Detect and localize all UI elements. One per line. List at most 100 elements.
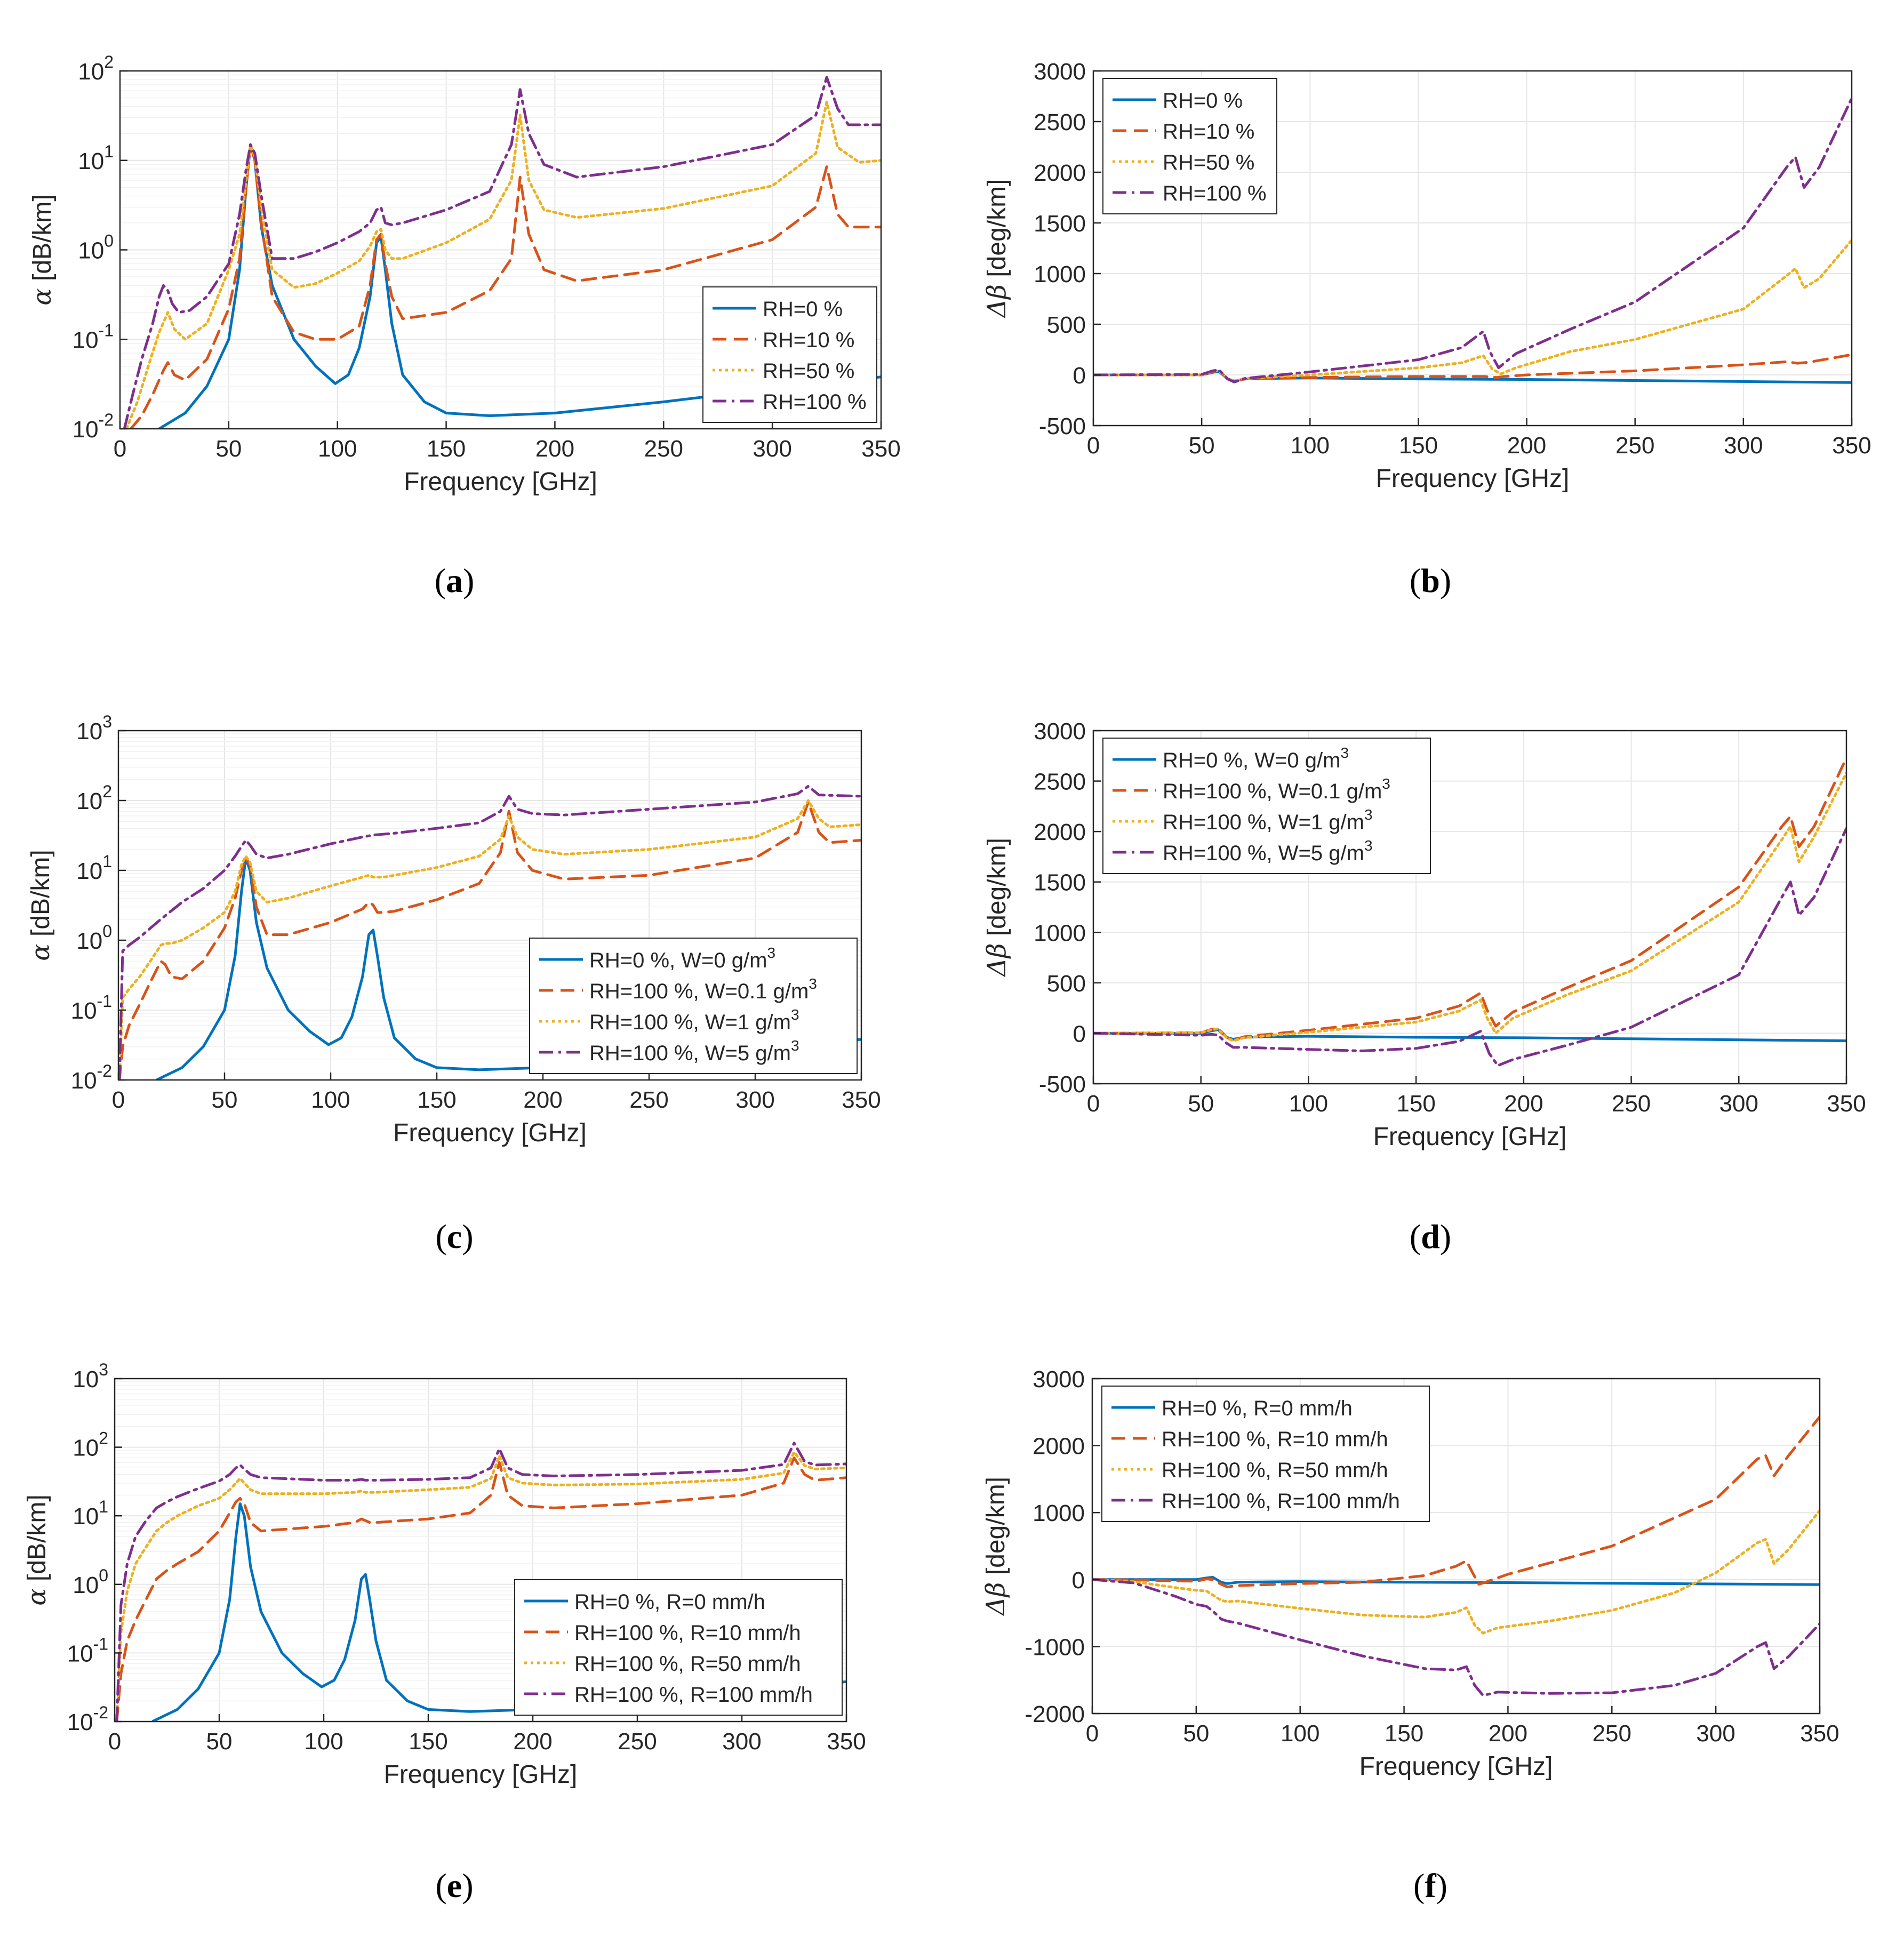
x-tick-label: 150 xyxy=(1399,433,1438,459)
legend-label-text: RH=100 %, R=10 mm/h xyxy=(574,1621,801,1645)
panel-caption: (c) xyxy=(435,1218,473,1255)
series-line-4 xyxy=(1092,1578,1820,1697)
legend-label-2: RH=100 %, W=0.1 g/m3 xyxy=(589,975,817,1003)
legend-label-2: RH=100 %, W=0.1 g/m3 xyxy=(1163,775,1390,803)
y-axis-unit: [dB/km] xyxy=(28,194,57,288)
ticks xyxy=(117,730,862,1081)
legend-label-4: RH=100 %, R=100 mm/h xyxy=(574,1683,813,1707)
legend-label-text: RH=100 %, R=100 mm/h xyxy=(1162,1490,1400,1513)
legend-label-3: RH=100 %, W=1 g/m3 xyxy=(589,1006,799,1034)
x-tick-label: 300 xyxy=(753,436,791,462)
x-tick-label: 350 xyxy=(1800,1720,1839,1747)
y-tick-label: 1500 xyxy=(1034,211,1086,237)
y-tick-label: -1000 xyxy=(1025,1634,1085,1660)
y-tick-mantissa: 10 xyxy=(73,1366,99,1392)
x-axis-label: Frequency [GHz] xyxy=(1376,465,1570,493)
y-tick-label: 500 xyxy=(1047,312,1086,338)
legend-label-text: RH=0 %, W=0 g/m xyxy=(1163,749,1340,772)
y-tick-exponent: 2 xyxy=(99,1429,108,1448)
x-tick-label: 200 xyxy=(1507,433,1546,459)
x-tick-label: 350 xyxy=(827,1728,866,1755)
x-tick-label: 100 xyxy=(1291,433,1330,459)
legend-label-superscript: 3 xyxy=(791,1037,799,1054)
y-tick-label: 102 xyxy=(78,52,114,85)
y-tick-label: 10-1 xyxy=(71,991,112,1024)
y-tick-label: 2000 xyxy=(1034,160,1086,186)
y-tick-exponent: -2 xyxy=(93,1703,108,1722)
legend-label-1: RH=0 % xyxy=(763,298,843,321)
legend: RH=0 % RH=10 % RH=50 % RH=100 % xyxy=(1102,78,1277,214)
legend-label-superscript: 3 xyxy=(791,1006,799,1023)
y-axis-label: α [dB/km] xyxy=(26,850,55,961)
y-tick-exponent: 0 xyxy=(102,922,112,941)
y-tick-label: 2000 xyxy=(1034,819,1086,845)
y-axis-label: Δβ [deg/km] xyxy=(982,838,1012,978)
y-tick-label: 3000 xyxy=(1034,718,1086,745)
y-tick-mantissa: 10 xyxy=(67,1709,93,1735)
x-tick-label: 250 xyxy=(1615,433,1654,459)
x-tick-label: 350 xyxy=(861,436,900,462)
y-tick-label: 3000 xyxy=(1033,1366,1085,1392)
y-tick-label: 2500 xyxy=(1034,769,1086,795)
y-tick-mantissa: 10 xyxy=(78,238,104,264)
x-tick-label: 150 xyxy=(1385,1720,1423,1747)
ticks xyxy=(1091,1378,1821,1715)
axes-box xyxy=(1092,730,1847,1085)
series-group xyxy=(118,785,861,1080)
y-tick-label: 101 xyxy=(76,852,112,884)
series-line-4 xyxy=(115,1442,846,1722)
x-tick-label: 200 xyxy=(1489,1720,1527,1747)
legend-label-3: RH=100 %, W=1 g/m3 xyxy=(1163,806,1373,834)
series-line-2 xyxy=(129,143,881,429)
series-line-2 xyxy=(1093,353,1852,382)
panel-caption: (d) xyxy=(1410,1218,1451,1255)
panel-caption-letter: e xyxy=(447,1867,462,1904)
panel-caption-letter: d xyxy=(1421,1218,1440,1255)
legend-label-3: RH=50 % xyxy=(1163,151,1254,174)
y-tick-label: 1000 xyxy=(1034,920,1086,946)
x-tick-label: 150 xyxy=(409,1728,447,1755)
legend-label-superscript: 3 xyxy=(1382,775,1390,792)
y-tick-mantissa: 10 xyxy=(76,858,102,884)
y-tick-label: 10-1 xyxy=(73,321,114,353)
legend-label-text: RH=100 %, R=100 mm/h xyxy=(574,1683,813,1707)
y-axis-unit: [dB/km] xyxy=(23,1494,51,1588)
y-axis-label: α [dB/km] xyxy=(27,194,57,305)
axes-box xyxy=(114,1378,847,1723)
legend-label-4: RH=100 %, R=100 mm/h xyxy=(1162,1490,1400,1513)
legend-label-4: RH=100 % xyxy=(763,390,867,414)
y-axis-symbol: Δβ xyxy=(982,284,1012,318)
y-tick-label: 1500 xyxy=(1034,870,1086,896)
x-tick-label: 250 xyxy=(618,1728,657,1755)
y-tick-mantissa: 10 xyxy=(78,59,104,85)
x-tick-label: 350 xyxy=(1827,1091,1866,1117)
x-tick-label: 300 xyxy=(722,1728,761,1755)
y-tick-label: 100 xyxy=(76,922,112,954)
x-axis-label: Frequency [GHz] xyxy=(384,1760,578,1789)
legend: RH=0 % RH=10 % RH=50 % RH=100 % xyxy=(702,286,877,423)
legend-label-1: RH=0 %, R=0 mm/h xyxy=(1162,1397,1353,1420)
legend: RH=0 %, R=0 mm/h RH=100 %, R=10 mm/h RH=10… xyxy=(1101,1386,1430,1522)
y-tick-mantissa: 10 xyxy=(73,1572,99,1598)
y-tick-label: 10-2 xyxy=(67,1703,108,1735)
y-axis-unit: [deg/km] xyxy=(983,179,1011,284)
legend-label-text: RH=0 %, R=0 mm/h xyxy=(1162,1397,1353,1420)
y-tick-mantissa: 10 xyxy=(67,1640,93,1667)
x-tick-label: 300 xyxy=(1719,1091,1758,1117)
series-line-2 xyxy=(1092,1415,1820,1589)
y-tick-label: 103 xyxy=(76,712,112,745)
series-line-2 xyxy=(118,801,861,1080)
series-group xyxy=(115,1442,846,1722)
y-tick-exponent: 0 xyxy=(99,1566,108,1585)
legend-label-text: RH=0 % xyxy=(1163,89,1243,113)
y-tick-label: 3000 xyxy=(1034,59,1086,85)
x-tick-label: 350 xyxy=(1832,433,1871,459)
chart-b: 0 50 100 150 200 250 300 350-500050010001500200… xyxy=(982,59,1871,599)
legend-label-2: RH=10 % xyxy=(1163,120,1254,143)
legend-label-text: RH=10 % xyxy=(763,329,854,352)
series-line-2 xyxy=(115,1456,846,1722)
series-group xyxy=(1093,97,1852,384)
y-axis-label: α [dB/km] xyxy=(22,1494,52,1605)
y-tick-label: 100 xyxy=(78,231,114,264)
x-tick-label: 50 xyxy=(215,436,242,462)
